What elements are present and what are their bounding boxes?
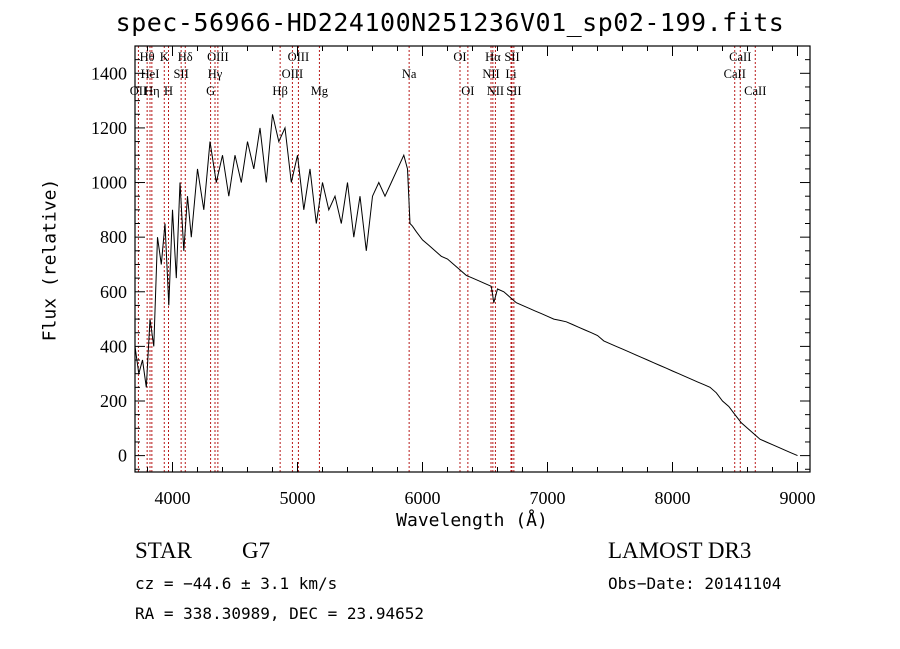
y-tick-label: 1200 xyxy=(91,118,127,138)
plot-frame xyxy=(134,45,811,473)
line-label: H xyxy=(164,84,173,98)
x-tick-label: 7000 xyxy=(530,488,566,508)
line-label: CaII xyxy=(744,84,766,98)
line-label: Hβ xyxy=(272,84,287,98)
line-label: NII xyxy=(487,84,504,98)
chart-title: spec-56966-HD224100N251236V01_sp02-199.f… xyxy=(115,8,785,37)
y-axis-label: Flux (relative) xyxy=(39,178,61,342)
coordinates: RA = 338.30989, DEC = 23.94652 xyxy=(135,604,424,623)
x-axis-label: Wavelength (Å) xyxy=(396,510,548,531)
series-line-flux xyxy=(134,114,798,457)
x-tick-label: 6000 xyxy=(405,488,441,508)
x-tick-label: 4000 xyxy=(155,488,191,508)
line-labels: HθOIIHeIHηKHSIIHδGOIIIHγHβOIIIOIIIMgNaOI… xyxy=(130,50,767,98)
line-label: OII xyxy=(130,84,147,98)
y-axis: 0 200 400 600 800 1000 1200 1400 xyxy=(91,59,810,470)
y-tick-label: 800 xyxy=(100,227,127,247)
x-axis: 4000 5000 6000 7000 8000 9000 xyxy=(147,46,816,508)
x-tick-label: 8000 xyxy=(655,488,691,508)
line-label: OIII xyxy=(207,50,229,64)
line-label: SII xyxy=(173,67,188,81)
line-label: SII xyxy=(506,84,521,98)
survey-name: LAMOST DR3 xyxy=(608,538,752,563)
redshift-cz: cz = −44.6 ± 3.1 km/s xyxy=(135,574,338,593)
line-label: Hδ xyxy=(178,50,193,64)
line-label: NII xyxy=(482,67,499,81)
y-tick-label: 400 xyxy=(100,336,127,356)
y-tick-label: 600 xyxy=(100,282,127,302)
line-label: OI xyxy=(453,50,466,64)
y-tick-label: 1400 xyxy=(91,63,127,83)
line-label: K xyxy=(160,50,169,64)
line-label: CaII xyxy=(724,67,746,81)
line-label: Mg xyxy=(311,84,329,98)
line-label: SII xyxy=(504,50,519,64)
line-label: HeI xyxy=(141,67,160,81)
y-tick-label: 1000 xyxy=(91,173,127,193)
line-label: OIII xyxy=(282,67,304,81)
line-label: OI xyxy=(461,84,474,98)
y-tick-label: 200 xyxy=(100,391,127,411)
line-label: Hγ xyxy=(208,67,223,81)
line-label: G xyxy=(206,84,215,98)
subclass: G7 xyxy=(242,538,271,563)
line-label: Hα xyxy=(485,50,501,64)
y-tick-label: 0 xyxy=(118,446,127,466)
line-label: Na xyxy=(402,67,417,81)
x-tick-label: 5000 xyxy=(280,488,316,508)
line-markers xyxy=(137,46,756,472)
x-tick-label: 9000 xyxy=(780,488,816,508)
line-label: CaII xyxy=(729,50,751,64)
line-label: Li xyxy=(505,67,517,81)
line-label: Hη xyxy=(144,84,160,98)
line-label: OIII xyxy=(288,50,310,64)
object-class: STAR xyxy=(135,538,192,563)
line-label: Hθ xyxy=(140,50,155,64)
observation-date: Obs−Date: 20141104 xyxy=(608,574,782,593)
